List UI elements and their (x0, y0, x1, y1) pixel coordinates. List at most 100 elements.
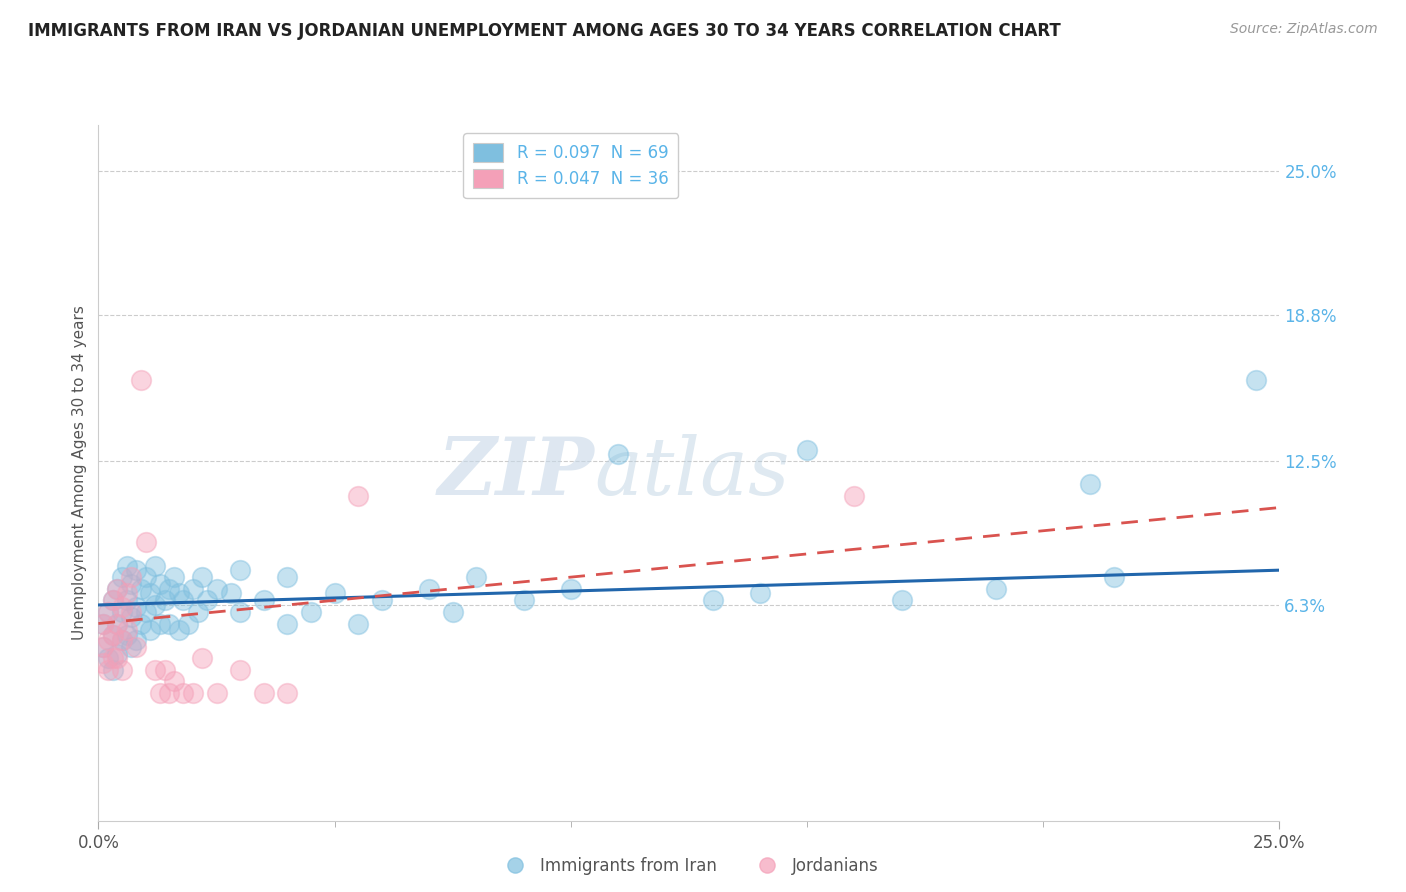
Point (299, 605, 322, 619)
Point (91, 640, 114, 654)
Point (139, 624, 162, 638)
Point (111, 570, 134, 584)
Point (149, 577, 172, 591)
Text: IMMIGRANTS FROM IRAN VS JORDANIAN UNEMPLOYMENT AMONG AGES 30 TO 34 YEARS CORRELA: IMMIGRANTS FROM IRAN VS JORDANIAN UNEMPL… (28, 22, 1062, 40)
Point (121, 570, 143, 584)
Text: Source: ZipAtlas.com: Source: ZipAtlas.com (1230, 22, 1378, 37)
Point (371, 593, 394, 607)
Point (135, 570, 157, 584)
Point (143, 663, 166, 677)
Point (167, 624, 190, 638)
Point (167, 586, 190, 600)
Point (153, 593, 176, 607)
Point (149, 686, 172, 700)
Point (195, 593, 218, 607)
Point (139, 586, 162, 600)
Point (191, 570, 214, 584)
Point (276, 570, 298, 584)
Point (111, 632, 134, 647)
Point (984, 582, 1007, 596)
Point (205, 582, 228, 596)
Point (105, 582, 128, 596)
Point (143, 558, 166, 573)
Point (121, 605, 143, 619)
Point (105, 651, 128, 665)
Point (153, 663, 176, 677)
Point (253, 686, 276, 700)
Point (111, 632, 134, 647)
Point (129, 582, 152, 596)
Point (607, 447, 630, 461)
Point (125, 600, 148, 615)
Point (157, 582, 180, 596)
Point (253, 593, 276, 607)
Point (91, 640, 114, 654)
Point (101, 628, 124, 642)
Point (276, 686, 298, 700)
Point (91, 616, 114, 631)
Point (191, 651, 214, 665)
Point (229, 563, 252, 577)
Point (1102, 570, 1125, 584)
Point (890, 593, 912, 607)
Point (418, 582, 440, 596)
Point (125, 563, 148, 577)
Point (172, 686, 194, 700)
Point (105, 616, 128, 631)
Point (115, 586, 138, 600)
Point (748, 586, 770, 600)
Point (105, 582, 128, 596)
Point (101, 651, 124, 665)
Point (125, 632, 148, 647)
Point (101, 593, 124, 607)
Point (441, 605, 464, 619)
Point (111, 605, 134, 619)
Point (219, 586, 242, 600)
Point (181, 686, 204, 700)
Point (97, 663, 120, 677)
Point (157, 686, 180, 700)
Point (115, 628, 138, 642)
Point (512, 593, 534, 607)
Point (111, 600, 134, 615)
Point (115, 558, 138, 573)
Point (101, 628, 124, 642)
Point (121, 609, 143, 624)
Point (229, 663, 252, 677)
Point (91, 616, 114, 631)
Point (205, 686, 228, 700)
Point (101, 593, 124, 607)
Point (229, 605, 252, 619)
Point (323, 586, 346, 600)
Text: atlas: atlas (595, 434, 790, 511)
Point (91, 656, 114, 670)
Point (115, 624, 138, 638)
Point (1080, 477, 1102, 491)
Point (181, 582, 204, 596)
Point (121, 577, 143, 591)
Legend: Immigrants from Iran, Jordanians: Immigrants from Iran, Jordanians (492, 851, 886, 882)
Point (702, 593, 724, 607)
Point (105, 616, 128, 631)
Point (129, 616, 152, 631)
Point (163, 674, 186, 689)
Point (844, 489, 866, 503)
Point (560, 582, 582, 596)
Point (121, 640, 143, 654)
Point (177, 616, 200, 631)
Point (347, 616, 370, 631)
Point (101, 663, 124, 677)
Point (143, 598, 166, 612)
Point (105, 647, 128, 661)
Point (129, 373, 152, 387)
Point (97, 651, 120, 665)
Point (187, 605, 209, 619)
Point (97, 632, 120, 647)
Point (149, 616, 172, 631)
Point (97, 605, 120, 619)
Point (157, 616, 180, 631)
Y-axis label: Unemployment Among Ages 30 to 34 years: Unemployment Among Ages 30 to 34 years (72, 305, 87, 640)
Point (135, 605, 157, 619)
Point (347, 489, 370, 503)
Point (172, 593, 194, 607)
